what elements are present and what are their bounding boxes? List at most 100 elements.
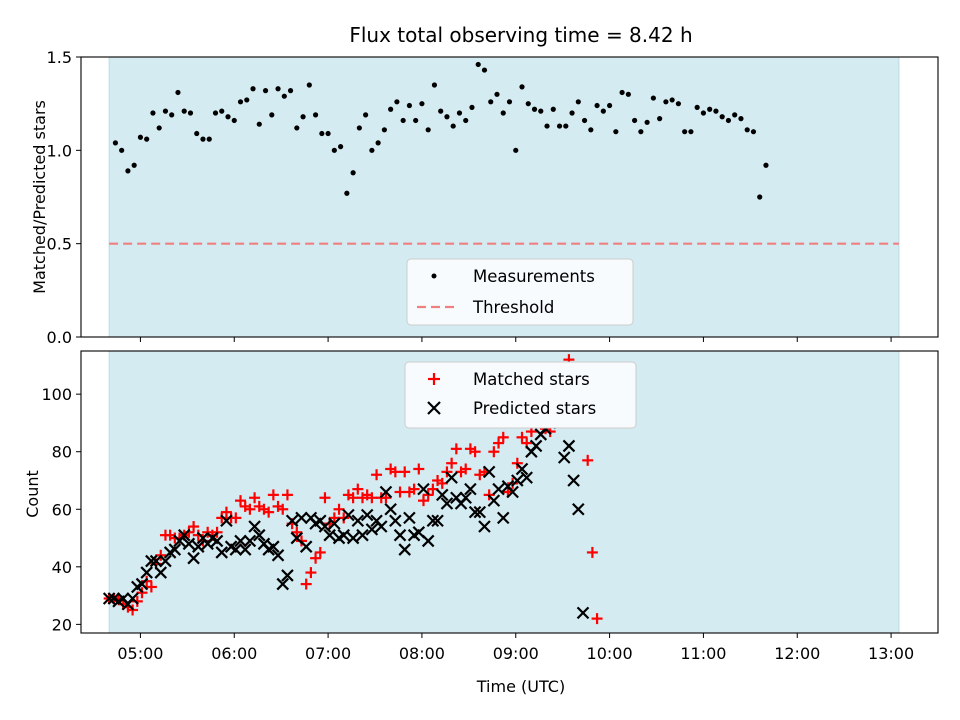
measurement-point — [350, 170, 356, 176]
x-tick-label: 10:00 — [587, 644, 633, 663]
measurement-point — [450, 123, 456, 129]
predicted-star-point — [384, 502, 397, 516]
top-legend: Measurements Threshold — [406, 258, 634, 326]
measurement-point — [500, 110, 506, 116]
predicted-star-point — [515, 462, 529, 476]
predicted-star-point — [487, 494, 501, 507]
matched-star-point — [249, 492, 261, 504]
matched-star-point — [300, 578, 312, 590]
matched-star-point — [586, 546, 598, 558]
predicted-star-point — [154, 566, 168, 579]
chart-title: Flux total observing time = 8.42 h — [349, 23, 692, 47]
matched-star-point — [394, 486, 406, 498]
measurement-point — [556, 123, 563, 129]
matched-star-point — [469, 446, 481, 458]
measurement-point — [650, 95, 656, 101]
predicted-star-point — [248, 520, 261, 533]
legend-measurements-label: Measurements — [473, 267, 595, 286]
predicted-star-point — [271, 549, 285, 562]
top-legend-box — [406, 258, 634, 326]
measurement-point — [744, 127, 750, 133]
measurement-point — [300, 114, 306, 120]
predicted-star-point — [210, 534, 224, 548]
predicted-star-point — [464, 482, 477, 496]
matched-star-point — [460, 463, 472, 475]
measurement-point — [187, 110, 194, 116]
predicted-star-point — [506, 485, 519, 499]
matched-star-point — [516, 431, 528, 443]
matched-star-point — [305, 567, 317, 579]
top-panel: 0.0 0.5 1.0 1.5 Matched/Predicted stars Mea… — [30, 48, 939, 347]
measurement-point — [663, 99, 669, 105]
matched-star-point — [145, 581, 157, 593]
bottom-y-tick-label: 100 — [41, 385, 72, 404]
predicted-star-point — [149, 554, 163, 568]
predicted-star-point — [403, 511, 416, 525]
measurement-point — [613, 129, 619, 135]
matched-star-point — [493, 437, 505, 449]
legend-matched-label: Matched stars — [473, 370, 590, 389]
measurement-point — [506, 99, 513, 105]
predicted-star-point — [360, 508, 374, 522]
top-y-axis-label: Matched/Predicted stars — [30, 100, 49, 294]
matched-star-point — [436, 477, 448, 489]
matched-star-point — [507, 477, 519, 489]
top-y-tick-label: 0.0 — [47, 328, 72, 347]
predicted-star-point — [295, 511, 308, 525]
bottom-legend: Matched stars Predicted stars — [404, 361, 637, 429]
matched-star-point — [188, 521, 200, 533]
measurement-point — [287, 88, 294, 94]
measurement-point — [162, 108, 169, 114]
matched-star-point — [427, 483, 439, 495]
predicted-star-point — [482, 465, 496, 479]
measurement-point — [525, 101, 531, 107]
measurement-point — [344, 190, 350, 196]
matched-star-point — [263, 506, 275, 518]
predicted-star-point — [398, 543, 411, 556]
measurement-point — [319, 130, 325, 137]
measurement-point — [719, 114, 725, 120]
predicted-star-point — [187, 551, 200, 565]
predicted-star-point — [389, 514, 402, 528]
predicted-star-point — [145, 554, 158, 568]
measurement-point — [463, 117, 469, 124]
measurement-points — [112, 61, 769, 200]
predicted-star-point — [140, 566, 153, 579]
measurement-point — [256, 121, 262, 127]
matched-star-point — [446, 457, 458, 469]
measurement-point — [363, 112, 369, 118]
measurement-point — [488, 99, 494, 105]
predicted-star-point — [168, 543, 182, 556]
measurement-point — [638, 129, 644, 135]
predicted-star-point — [328, 517, 341, 530]
measurement-point — [694, 104, 700, 110]
matched-star-point — [216, 512, 228, 524]
measurement-point — [669, 97, 675, 103]
measurement-point — [588, 127, 594, 133]
bottom-x-ticks: 05:00 06:00 07:00 08:00 09:00 10:00 11:00 12:00… — [117, 633, 914, 663]
measurement-point — [644, 119, 650, 125]
bottom-legend-box — [404, 361, 637, 429]
matched-star-point — [220, 506, 232, 518]
matched-star-point — [235, 495, 247, 507]
measurement-point — [725, 117, 732, 124]
predicted-star-point — [253, 528, 266, 542]
matched-star-point — [591, 613, 603, 625]
measurement-point — [688, 129, 694, 135]
measurement-point — [281, 93, 287, 99]
measurement-point — [269, 112, 275, 118]
measurement-point — [625, 91, 631, 97]
predicted-star-point — [267, 540, 280, 553]
measurement-point — [206, 136, 212, 142]
matched-star-point — [347, 492, 359, 504]
bottom-axes-frame — [80, 350, 939, 634]
measurement-point — [306, 82, 312, 88]
measurement-point — [606, 102, 613, 109]
legend-threshold-label: Threshold — [472, 298, 554, 317]
measurement-point — [312, 112, 319, 118]
measurement-point — [406, 102, 413, 109]
measurement-point — [225, 114, 231, 120]
predicted-star-point — [243, 534, 257, 548]
matched-star-point — [338, 512, 350, 524]
predicted-star-point — [337, 528, 351, 542]
